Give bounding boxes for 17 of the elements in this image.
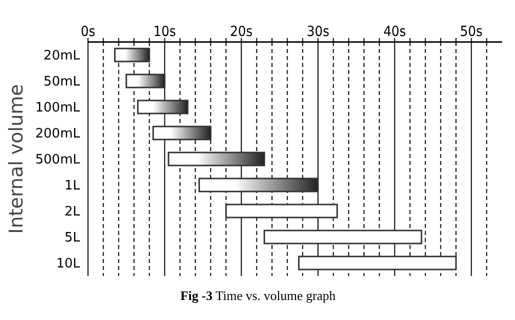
- y-tick-label: 20mL: [44, 48, 81, 64]
- y-tick-label: 2L: [64, 204, 81, 220]
- x-tick-label: 10s: [153, 24, 176, 40]
- y-tick-label: 100mL: [35, 100, 81, 116]
- x-tick-label: 20s: [230, 24, 253, 40]
- y-tick-label: 5L: [64, 230, 81, 246]
- y-tick-label: 1L: [64, 178, 81, 194]
- text: Fig -3 Time vs. volume graph: [179, 288, 337, 304]
- x-tick-label: 50s: [460, 24, 483, 40]
- y-tick-label: 500mL: [35, 152, 81, 168]
- x-tick-label: 40s: [383, 24, 406, 40]
- x-tick-label: 30s: [306, 24, 330, 40]
- y-tick-label: 50mL: [44, 74, 81, 90]
- x-tick-label: 0s: [80, 24, 96, 40]
- y-tick-label: 200mL: [35, 126, 81, 142]
- y-axis-title: Internal volume: [6, 84, 28, 234]
- y-tick-label: 10L: [56, 256, 81, 272]
